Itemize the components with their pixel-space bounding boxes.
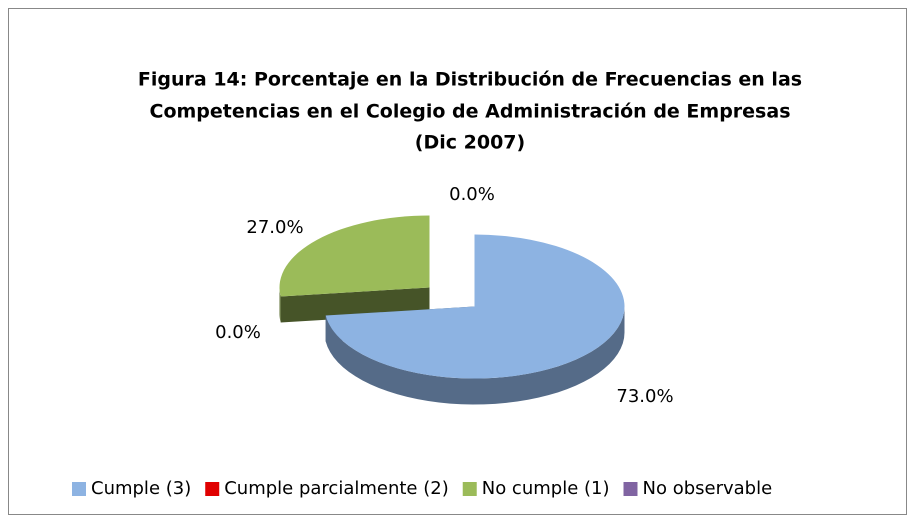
data-label: 0.0%	[215, 322, 261, 343]
pie-slice	[325, 234, 625, 405]
slice-top	[279, 215, 430, 297]
slice-top	[325, 234, 625, 379]
data-label: 0.0%	[449, 184, 495, 205]
legend-swatch	[623, 482, 638, 496]
chart-frame	[8, 8, 907, 515]
slice-side	[325, 306, 625, 405]
chart-title: Figura 14: Porcentaje en la Distribución…	[138, 69, 802, 91]
slice-side	[279, 287, 281, 323]
chart-title: (Dic 2007)	[415, 132, 525, 154]
legend-label: No observable	[643, 478, 773, 499]
legend-swatch	[462, 482, 477, 496]
data-label: 73.0%	[616, 386, 673, 407]
legend-swatch	[205, 482, 220, 496]
chart-title: Competencias en el Colegio de Administra…	[150, 101, 791, 123]
legend-label: No cumple (1)	[482, 478, 610, 499]
legend-swatch	[72, 482, 86, 496]
legend-label: Cumple (3)	[91, 478, 191, 499]
legend-label: Cumple parcialmente (2)	[224, 478, 449, 499]
data-label: 27.0%	[246, 217, 303, 238]
